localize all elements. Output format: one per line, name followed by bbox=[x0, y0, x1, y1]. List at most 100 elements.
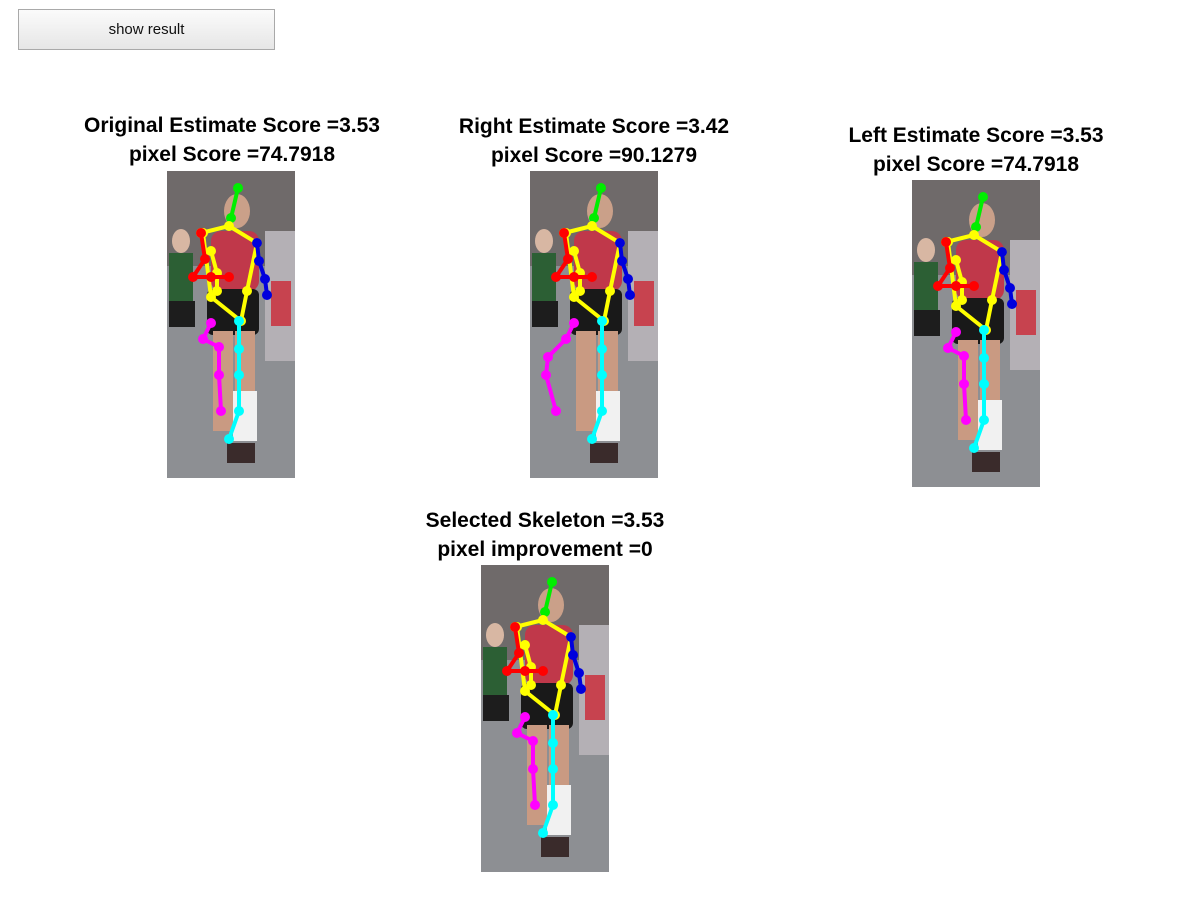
panel-original-title: Original Estimate Score =3.53 pixel Scor… bbox=[84, 111, 380, 169]
runner-shoe bbox=[972, 452, 1000, 472]
skeleton-torso-joint-3 bbox=[605, 286, 615, 296]
skeleton-rarm-joint-3 bbox=[206, 272, 216, 282]
skeleton-rleg-joint-2 bbox=[528, 736, 538, 746]
selected-pose-image bbox=[481, 565, 609, 872]
skeleton-torsoInner-joint-2 bbox=[575, 286, 585, 296]
skeleton-lleg-joint-4 bbox=[538, 828, 548, 838]
skeleton-lleg-joint-4 bbox=[224, 434, 234, 444]
skeleton-larm-joint-1 bbox=[999, 265, 1009, 275]
background-runner-head bbox=[486, 623, 504, 647]
skeleton-rarm-joint-1 bbox=[200, 254, 210, 264]
runner-shoe bbox=[590, 443, 618, 463]
show-result-button[interactable]: show result bbox=[18, 9, 275, 50]
skeleton-torso-joint-3 bbox=[242, 286, 252, 296]
skeleton-rleg-joint-4 bbox=[551, 406, 561, 416]
skeleton-rleg-joint-1 bbox=[561, 334, 571, 344]
skeleton-rleg-joint-2 bbox=[959, 351, 969, 361]
runner-photo bbox=[481, 565, 609, 872]
skeleton-torso-joint-1 bbox=[538, 615, 548, 625]
right-pixel-score: pixel Score =90.1279 bbox=[490, 144, 698, 167]
skeleton-lleg-joint-3 bbox=[234, 406, 244, 416]
original-pose-image bbox=[167, 171, 295, 478]
skeleton-lleg-joint-1 bbox=[548, 738, 558, 748]
skeleton-lleg-joint-2 bbox=[979, 379, 989, 389]
skeleton-rleg-joint-0 bbox=[951, 327, 961, 337]
skeleton-torsoInner-joint-0 bbox=[206, 246, 216, 256]
skeleton-lleg-joint-3 bbox=[979, 415, 989, 425]
skeleton-lleg-joint-3 bbox=[597, 406, 607, 416]
skeleton-larm-joint-2 bbox=[623, 274, 633, 284]
skeleton-rleg-joint-4 bbox=[530, 800, 540, 810]
original-pixel-score: pixel Score =74.7918 bbox=[128, 143, 336, 166]
skeleton-lleg-joint-1 bbox=[979, 353, 989, 363]
background-runner-shorts bbox=[483, 695, 509, 721]
skeleton-larm-joint-2 bbox=[260, 274, 270, 284]
pixel-improvement: pixel improvement =0 bbox=[437, 538, 653, 561]
skeleton-head-joint-1 bbox=[226, 213, 236, 223]
runner-shoe bbox=[227, 443, 255, 463]
right-estimate-score: Right Estimate Score =3.42 bbox=[458, 115, 730, 138]
skeleton-rarm-joint-1 bbox=[945, 263, 955, 273]
left-estimate-score: Left Estimate Score =3.53 bbox=[848, 124, 1104, 147]
skeleton-larm-joint-3 bbox=[262, 290, 272, 300]
skeleton-rleg-joint-4 bbox=[961, 415, 971, 425]
skeleton-lleg-joint-4 bbox=[969, 443, 979, 453]
skeleton-rarm-joint-0 bbox=[196, 228, 206, 238]
left-pose-image bbox=[912, 180, 1040, 487]
skeleton-torso-joint-1 bbox=[224, 221, 234, 231]
skeleton-rarm-joint-3 bbox=[520, 666, 530, 676]
skeleton-head-limb bbox=[592, 186, 603, 220]
skeleton-lleg-joint-4 bbox=[587, 434, 597, 444]
skeleton-larm-joint-2 bbox=[1005, 283, 1015, 293]
runner-photo bbox=[912, 180, 1040, 487]
skeleton-rleg-joint-0 bbox=[520, 712, 530, 722]
skeleton-head-joint-1 bbox=[589, 213, 599, 223]
skeleton-rarm-joint-1 bbox=[563, 254, 573, 264]
skeleton-rleg-joint-3 bbox=[959, 379, 969, 389]
skeleton-torsoInner-joint-2 bbox=[526, 680, 536, 690]
skeleton-rarm-joint-4 bbox=[538, 666, 548, 676]
skeleton-larm-limb bbox=[1000, 250, 1014, 306]
skeleton-head-joint-0 bbox=[978, 192, 988, 202]
skeleton-head-joint-0 bbox=[233, 183, 243, 193]
runner-shoe bbox=[541, 837, 569, 857]
skeleton-larm-limb bbox=[569, 635, 583, 691]
skeleton-rleg-joint-1 bbox=[198, 334, 208, 344]
skeleton-head-joint-1 bbox=[540, 607, 550, 617]
skeleton-larm-joint-0 bbox=[252, 238, 262, 248]
skeleton-rleg-joint-0 bbox=[569, 318, 579, 328]
skeleton-rarm-joint-2 bbox=[551, 272, 561, 282]
selected-skeleton-score: Selected Skeleton =3.53 bbox=[425, 509, 665, 532]
skeleton-larm-limb bbox=[618, 241, 632, 297]
skeleton-lleg-joint-3 bbox=[548, 800, 558, 810]
skeleton-lleg-joint-2 bbox=[234, 370, 244, 380]
skeleton-torsoInner-joint-2 bbox=[212, 286, 222, 296]
skeleton-head-joint-1 bbox=[971, 222, 981, 232]
background-runner-head bbox=[917, 238, 935, 262]
skeleton-head-limb bbox=[974, 195, 985, 229]
panel-right-title: Right Estimate Score =3.42 pixel Score =… bbox=[459, 112, 729, 170]
skeleton-rarm-joint-2 bbox=[933, 281, 943, 291]
skeleton-larm-joint-3 bbox=[1007, 299, 1017, 309]
skeleton-rarm-joint-0 bbox=[510, 622, 520, 632]
skeleton-rleg-joint-0 bbox=[206, 318, 216, 328]
skeleton-larm-joint-2 bbox=[574, 668, 584, 678]
skeleton-torso-joint-3 bbox=[987, 295, 997, 305]
skeleton-head-limb bbox=[229, 186, 240, 220]
skeleton-rleg-joint-2 bbox=[214, 342, 224, 352]
runner-leg-right bbox=[576, 331, 596, 431]
barrier-sign bbox=[634, 281, 654, 326]
skeleton-head-limb bbox=[543, 580, 554, 614]
skeleton-rarm-joint-3 bbox=[951, 281, 961, 291]
background-runner-shorts bbox=[914, 310, 940, 336]
skeleton-torsoInner-joint-2 bbox=[957, 295, 967, 305]
skeleton-rleg-joint-1 bbox=[512, 728, 522, 738]
skeleton-rarm-joint-4 bbox=[969, 281, 979, 291]
panel-selected-title: Selected Skeleton =3.53 pixel improvemen… bbox=[426, 506, 665, 564]
left-pixel-score: pixel Score =74.7918 bbox=[872, 153, 1080, 176]
panel-left-title: Left Estimate Score =3.53 pixel Score =7… bbox=[848, 121, 1103, 179]
skeleton-torsoInner-joint-0 bbox=[520, 640, 530, 650]
barrier-sign bbox=[271, 281, 291, 326]
background-runner-head bbox=[172, 229, 190, 253]
skeleton-larm-joint-0 bbox=[566, 632, 576, 642]
